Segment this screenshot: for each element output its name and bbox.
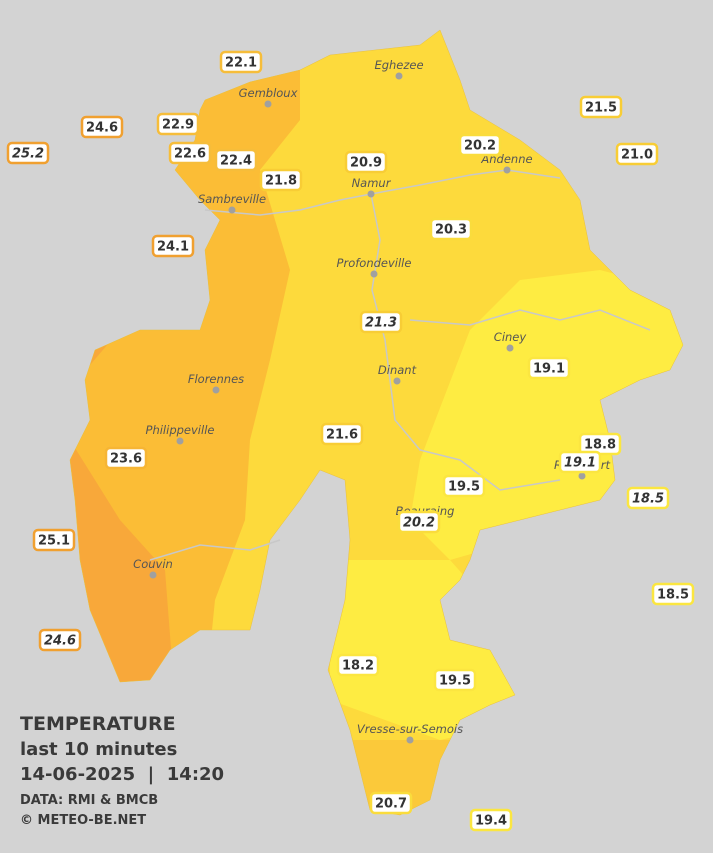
station-box (397, 510, 441, 534)
city-dot (367, 190, 375, 198)
station-temperature: 18.2 (342, 659, 374, 674)
city-label: Sambreville (198, 192, 266, 206)
station-temperature: 19.1 (564, 456, 596, 471)
station-box (151, 234, 195, 258)
station-box (558, 450, 602, 474)
city-dot (264, 100, 272, 108)
city-dot (503, 166, 511, 174)
station-temperature: 21.8 (265, 174, 297, 189)
station-box (80, 115, 124, 139)
station-box (626, 486, 670, 510)
station-box (336, 653, 380, 677)
city-label: Dinant (378, 363, 417, 377)
station-box (429, 217, 473, 241)
station-temperature: 22.9 (162, 118, 194, 133)
station-box (6, 141, 50, 165)
city-dot (149, 571, 157, 579)
station-box (458, 133, 502, 157)
station-box (442, 474, 486, 498)
station-temperature: 25.2 (12, 147, 44, 162)
city-label: Vresse-sur-Semois (357, 722, 463, 736)
station-box (651, 582, 695, 606)
station-temperature: 21.0 (621, 148, 653, 163)
station-box (38, 628, 82, 652)
city-label: Couvin (133, 557, 173, 571)
station-temperature: 19.5 (439, 674, 471, 689)
station-box (259, 168, 303, 192)
city-dot (406, 736, 414, 744)
station-temperature: 21.6 (326, 428, 358, 443)
station-box (32, 528, 76, 552)
station-temperature: 21.3 (365, 316, 397, 331)
station-temperature: 19.5 (448, 480, 480, 495)
station-box (615, 142, 659, 166)
station-temperature: 20.3 (435, 223, 467, 238)
station-temperature: 19.4 (475, 814, 507, 829)
city-dot (578, 472, 586, 480)
city-dot (176, 437, 184, 445)
city-dot (393, 377, 401, 385)
station-temperature: 18.8 (584, 438, 616, 453)
station-box (219, 50, 263, 74)
station-box (359, 310, 403, 334)
station-temperature: 20.2 (464, 139, 496, 154)
city-label: Gembloux (239, 86, 298, 100)
city-label: Ciney (494, 330, 527, 344)
station-box (156, 112, 200, 136)
station-box (579, 95, 623, 119)
city-dot (506, 344, 514, 352)
station-temperature: 20.9 (350, 156, 382, 171)
station-box (433, 668, 477, 692)
city-label: Philippeville (146, 423, 215, 437)
station-temperature: 22.1 (225, 56, 257, 71)
station-temperature: 21.5 (585, 101, 617, 116)
city-label: Eghezee (374, 58, 423, 72)
legend-copyright: © METEO-BE.NET (20, 813, 146, 828)
station-box (104, 446, 148, 470)
legend-source: DATA: RMI & BMCB (20, 793, 158, 808)
station-box (344, 150, 388, 174)
legend-subtitle: last 10 minutes (20, 739, 177, 760)
station-temperature: 24.6 (44, 634, 76, 649)
station-temperature: 23.6 (110, 452, 142, 467)
legend-datetime: 14-06-2025 | 14:20 (20, 764, 224, 785)
station-box (469, 808, 513, 832)
station-temperature: 24.1 (157, 240, 189, 255)
station-box (168, 141, 212, 165)
city-dot (370, 270, 378, 278)
station-temperature: 22.6 (174, 147, 206, 162)
station-box (527, 356, 571, 380)
station-temperature: 22.4 (220, 154, 252, 169)
city-dot (228, 206, 236, 214)
station-temperature: 18.5 (657, 588, 689, 603)
city-label: Profondeville (337, 256, 412, 270)
city-label: Florennes (188, 372, 244, 386)
city-dot (395, 72, 403, 80)
station-box (320, 422, 364, 446)
station-temperature: 20.2 (403, 516, 435, 531)
station-temperature: 25.1 (38, 534, 70, 549)
station-temperature: 24.6 (86, 121, 118, 136)
station-temperature: 20.7 (375, 797, 407, 812)
station-box (214, 148, 258, 172)
city-dot (212, 386, 220, 394)
station-box (369, 791, 413, 815)
station-temperature: 19.1 (533, 362, 565, 377)
legend-title: TEMPERATURE (20, 713, 176, 735)
station-temperature: 18.5 (632, 492, 664, 507)
city-label: Namur (352, 176, 392, 190)
